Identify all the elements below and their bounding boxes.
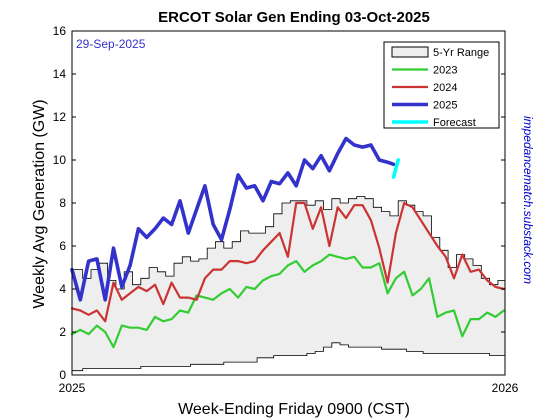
- y-tick-label: 16: [53, 24, 67, 38]
- legend-label: 2024: [433, 82, 457, 94]
- y-tick-label: 8: [59, 196, 66, 210]
- legend-label: 5-Yr Range: [433, 47, 489, 59]
- series-line-2025: [70, 136, 396, 302]
- credit-text: impedancematch.substack.com: [521, 116, 535, 284]
- range-high-line: [72, 196, 506, 290]
- y-tick-label: 6: [59, 239, 66, 253]
- range-low-line: [72, 342, 505, 372]
- x-tick-label: 2026: [492, 381, 519, 395]
- y-tick-label: 14: [53, 67, 67, 81]
- legend-swatch-range: [391, 46, 429, 58]
- series-line-2023: [70, 253, 505, 349]
- series-line-forecast: [391, 158, 401, 179]
- x-axis-label: Week-Ending Friday 0900 (CST): [178, 401, 410, 418]
- legend-label: 2023: [433, 65, 457, 77]
- legend-label: Forecast: [433, 117, 476, 129]
- plot-area: 0 2 4 6 8 10 12 14 16 2025 2026: [53, 24, 519, 395]
- y-tick-label: 0: [59, 368, 66, 382]
- y-tick-label: 2: [59, 325, 66, 339]
- x-tick-label: 2025: [59, 381, 86, 395]
- range-band: [72, 196, 505, 371]
- chart-title: ERCOT Solar Gen Ending 03-Oct-2025: [158, 9, 430, 26]
- legend-label: 2025: [433, 100, 457, 112]
- y-axis-label: Weekly Avg Generation (GW): [31, 99, 48, 308]
- date-annotation: 29-Sep-2025: [76, 37, 146, 51]
- series-line-2024: [70, 201, 505, 323]
- legend: 5-Yr Range 2023 2024 2025 Forecast: [383, 41, 500, 129]
- y-tick-label: 10: [53, 153, 67, 167]
- y-tick-label: 12: [53, 110, 67, 124]
- y-tick-label: 4: [59, 282, 66, 296]
